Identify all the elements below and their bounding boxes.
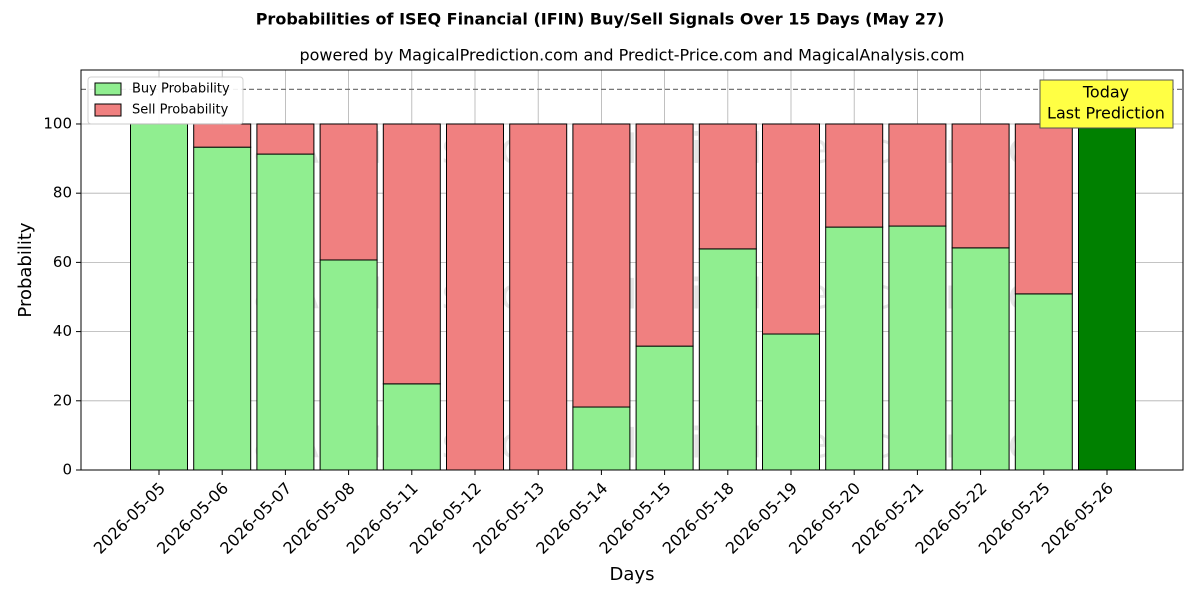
chart-title: Probabilities of ISEQ Financial (IFIN) B…: [256, 10, 945, 29]
bar-segment: [193, 123, 252, 148]
legend-swatch: [94, 82, 122, 96]
x-axis-label: Days: [610, 564, 655, 585]
annotation-text: Today: [1082, 83, 1129, 102]
bar-segment: [382, 383, 441, 471]
bar-segment: [888, 123, 947, 227]
bar-segment: [888, 225, 947, 471]
bar-segment: [762, 333, 820, 471]
legend-label: Buy Probability: [132, 82, 230, 97]
bar-segment: [698, 123, 757, 250]
bar-segment: [382, 123, 441, 385]
bar-segment: [193, 146, 252, 471]
legend-box: [87, 76, 244, 125]
bar-segment: [951, 123, 1010, 249]
bar-segment: [698, 248, 757, 471]
chart-subtitle: powered by MagicalPrediction.com and Pre…: [299, 46, 964, 65]
bar-segment: [762, 123, 820, 335]
y-tick-label: 60: [53, 253, 72, 271]
plot-frame: [80, 69, 1184, 471]
bar-segment: [825, 226, 884, 471]
bar-segment: [256, 123, 315, 155]
bar-segment: [319, 259, 378, 471]
legend-swatch: [94, 103, 122, 117]
bar-segment: [825, 123, 884, 228]
y-tick-label: 20: [53, 391, 72, 409]
y-tick-label: 100: [43, 114, 72, 132]
y-tick-label: 80: [53, 184, 72, 202]
bar-segment: [256, 153, 315, 471]
bar-segment: [1014, 293, 1073, 471]
bar-segment: [572, 123, 631, 408]
bar-segment: [509, 123, 568, 471]
y-tick-label: 0: [62, 461, 72, 479]
legend-label: Sell Probability: [132, 103, 229, 118]
bar-segment: [1078, 123, 1136, 471]
bar-segment: [130, 123, 188, 471]
y-axis-label: Probability: [15, 222, 36, 317]
bar-segment: [635, 123, 694, 347]
annotation-box: [1039, 79, 1174, 129]
bar-segment: [572, 406, 631, 471]
bar-segment: [319, 123, 378, 261]
bar-segment: [1014, 123, 1073, 295]
annotation-text: Last Prediction: [1047, 104, 1165, 123]
bar-segment: [635, 345, 694, 471]
y-tick-label: 40: [53, 322, 72, 340]
bar-segment: [446, 123, 504, 471]
bar-segment: [951, 247, 1010, 471]
